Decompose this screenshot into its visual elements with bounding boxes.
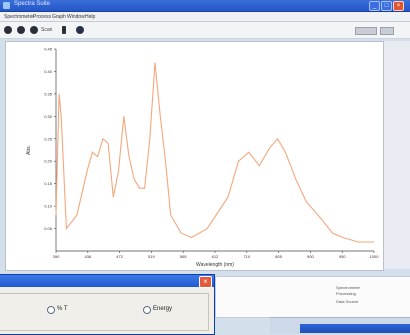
x-tick-label: 1000 (370, 254, 380, 259)
graph-panel: 0.05 0.10 0.15 0.20 0.25 0.30 0.35 0.40 0.45 390 4… (5, 41, 384, 271)
info-line: Spectrometer (336, 285, 361, 290)
scan-label[interactable]: Scan (41, 27, 53, 33)
info-line: Data Source (336, 299, 359, 304)
menu-item-process[interactable]: Process (33, 14, 52, 20)
dialog-title-bar: × (0, 275, 214, 288)
y-tick-label: 0.10 (44, 204, 53, 209)
layout-control[interactable] (380, 27, 394, 35)
y-tick-label: 0.30 (44, 114, 53, 119)
maximize-button[interactable]: □ (381, 1, 392, 11)
y-tick-label: 0.45 (44, 47, 53, 52)
title-bar: Spectra Suite _ □ × (0, 0, 410, 12)
toolbar: Scan (0, 22, 410, 39)
x-tick-label: 436 (84, 254, 91, 259)
y-tick-label: 0.25 (44, 136, 53, 141)
x-tick-label: 710 (243, 254, 250, 259)
x-tick-label: 805 (275, 254, 282, 259)
close-button[interactable]: × (393, 1, 404, 11)
save-icon[interactable] (17, 26, 25, 34)
dialog: × % T Energy (0, 274, 215, 335)
x-tick-label: 612 (212, 254, 219, 259)
y-tick-label: 0.40 (44, 69, 53, 74)
radio-energy[interactable] (143, 306, 151, 314)
spectrum-chart: 0.05 0.10 0.15 0.20 0.25 0.30 0.35 0.40 0.45 390 4… (26, 47, 380, 269)
menu-item-window[interactable]: Window (67, 14, 85, 20)
x-tick-label: 950 (339, 254, 346, 259)
stop-icon[interactable] (76, 26, 84, 34)
info-panel: Spectrometer Processing Data Source (215, 276, 410, 318)
y-tick-label: 0.15 (44, 181, 53, 186)
y-tick-label: 0.20 (44, 159, 53, 164)
info-line: Processing (336, 291, 356, 296)
probe-icon[interactable] (62, 26, 66, 34)
x-tick-label: 900 (307, 254, 314, 259)
radio-label-energy: Energy (153, 306, 173, 312)
menu-item-graph[interactable]: Graph (52, 14, 66, 20)
display-mode-group: % T Energy (0, 293, 209, 331)
y-axis-label: Abs. (26, 145, 32, 155)
x-tick-label: 519 (148, 254, 155, 259)
taskbar (300, 324, 410, 333)
menu-item-spectrometer[interactable]: Spectrometer (4, 14, 35, 20)
menu-item-help[interactable]: Help (85, 14, 96, 20)
menu-bar: Spectrometer Process Graph Window Help (0, 12, 410, 22)
open-icon[interactable] (4, 26, 12, 34)
app-icon (3, 2, 10, 9)
x-axis-label: Wavelength (nm) (196, 262, 234, 268)
x-tick-label: 390 (53, 254, 60, 259)
x-tick-label: 565 (180, 254, 187, 259)
y-tick-label: 0.05 (44, 226, 53, 231)
window-title: Spectra Suite (14, 1, 51, 7)
radio-percent-t[interactable] (47, 306, 55, 314)
y-tick-label: 0.35 (44, 91, 53, 96)
minimize-button[interactable]: _ (369, 1, 380, 11)
settings-icon[interactable] (30, 26, 38, 34)
side-strip (384, 41, 410, 269)
radio-label-percent-t: % T (57, 306, 68, 312)
series-line (55, 62, 374, 243)
dialog-close-button[interactable]: × (199, 276, 212, 288)
zoom-control[interactable] (355, 27, 377, 35)
x-tick-label: 472 (116, 254, 123, 259)
